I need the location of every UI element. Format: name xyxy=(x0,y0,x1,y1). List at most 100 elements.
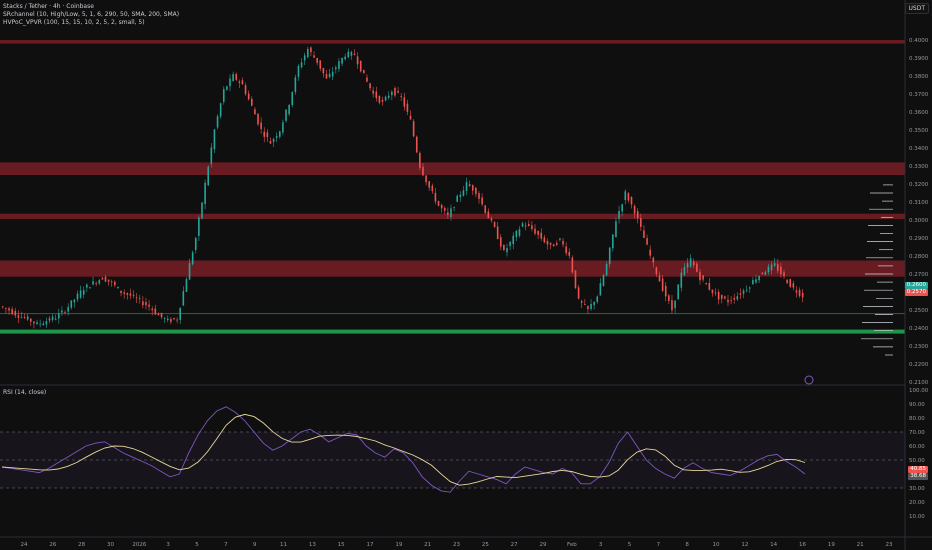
candle-body xyxy=(618,211,620,219)
candle-body xyxy=(475,187,477,194)
candle-body xyxy=(219,103,222,117)
price-tick-label: 0.2500 xyxy=(909,308,929,314)
candle-body xyxy=(546,241,549,245)
candle-body xyxy=(406,103,409,112)
candle-body xyxy=(484,205,487,214)
candle-body xyxy=(148,304,150,307)
candle-body xyxy=(748,287,751,289)
candle-body xyxy=(335,67,337,70)
candle-body xyxy=(671,300,673,311)
alert-icon[interactable] xyxy=(804,375,814,385)
candle-body xyxy=(720,294,723,299)
candle-body xyxy=(568,252,571,256)
time-tick-label: 10 xyxy=(713,542,720,548)
candle-body xyxy=(801,292,804,298)
candle-body xyxy=(86,284,88,288)
candle-body xyxy=(58,313,60,319)
time-tick-label: 29 xyxy=(540,542,547,548)
candle-body xyxy=(633,205,636,214)
candle-body xyxy=(624,191,627,200)
time-tick-label: 19 xyxy=(395,542,402,548)
time-tick-label: Feb xyxy=(567,542,577,548)
candle-body xyxy=(459,194,462,197)
candle-body xyxy=(98,280,101,284)
candle-body xyxy=(36,322,38,325)
rsi-legend[interactable]: RSI (14, close) xyxy=(3,389,47,396)
support-line xyxy=(0,329,905,334)
candle-body xyxy=(434,192,437,202)
candle-body xyxy=(269,140,272,144)
candle-body xyxy=(540,232,543,239)
candle-body xyxy=(92,281,94,285)
candle-body xyxy=(776,264,779,271)
candle-body xyxy=(770,264,773,271)
time-tick-label: 23 xyxy=(453,542,460,548)
candle-body xyxy=(26,316,29,320)
candle-body xyxy=(481,197,483,205)
candle-body xyxy=(640,218,642,227)
price-tick-label: 0.3800 xyxy=(909,74,929,80)
candle-body xyxy=(556,243,558,245)
candle-body xyxy=(705,283,708,285)
candle-body xyxy=(257,113,259,125)
candle-body xyxy=(266,132,269,138)
candle-body xyxy=(521,223,524,227)
candle-body xyxy=(655,267,658,275)
price-tick-label: 0.2900 xyxy=(909,236,929,242)
candle-body xyxy=(798,289,801,296)
candle-body xyxy=(207,166,210,186)
indicator-srchannel-legend[interactable]: SRchannel (10, High/Low, 5, 1, 6, 290, 5… xyxy=(3,11,180,18)
candle-body xyxy=(577,287,580,299)
candle-body xyxy=(366,77,368,82)
candle-body xyxy=(527,223,530,226)
candle-body xyxy=(412,121,415,137)
candle-body xyxy=(534,228,536,234)
time-tick-label: 2026 xyxy=(132,542,146,548)
candle-body xyxy=(437,200,440,206)
indicator-hvpoc-legend[interactable]: HVPoC_VPVR (100, 15, 15, 10, 2, 5, 2, sm… xyxy=(3,19,145,26)
candle-body xyxy=(359,60,362,72)
time-tick-label: 16 xyxy=(799,542,806,548)
candle-body xyxy=(381,99,384,102)
candle-body xyxy=(661,278,664,291)
candle-body xyxy=(531,225,533,229)
candle-body xyxy=(478,193,480,199)
candle-body xyxy=(282,122,284,133)
candle-body xyxy=(755,279,757,283)
rsi-tick-label: 90.00 xyxy=(909,402,925,408)
candle-body xyxy=(559,238,561,240)
candle-body xyxy=(145,301,147,306)
candle-body xyxy=(792,283,795,288)
candle-body xyxy=(736,296,739,300)
candle-body xyxy=(584,304,586,305)
candle-body xyxy=(692,261,695,266)
candle-body xyxy=(104,276,107,282)
last-price-badge: 0.2600 xyxy=(904,282,928,289)
candle-body xyxy=(307,49,309,58)
candle-body xyxy=(138,298,141,300)
candle-body xyxy=(117,286,119,289)
rsi-tick-label: 60.00 xyxy=(909,444,925,450)
candle-body xyxy=(674,300,676,309)
candle-body xyxy=(711,289,714,293)
candle-body xyxy=(229,78,231,87)
rsi-tick-label: 70.00 xyxy=(909,430,925,436)
candle-body xyxy=(689,258,692,267)
candle-body xyxy=(562,240,564,245)
candle-body xyxy=(549,242,552,245)
candle-body xyxy=(310,47,312,53)
candle-body xyxy=(70,300,73,308)
candle-body xyxy=(443,208,446,211)
candle-body xyxy=(232,74,234,82)
candle-body xyxy=(783,272,785,277)
price-tick-label: 0.2100 xyxy=(909,380,929,386)
candle-body xyxy=(714,292,717,294)
candle-body xyxy=(652,257,655,263)
rsi-value-badge: 40.85 xyxy=(908,466,928,473)
candle-body xyxy=(419,152,421,168)
candle-body xyxy=(42,323,45,326)
candle-body xyxy=(154,308,157,315)
candle-body xyxy=(316,57,318,63)
rsi-tick-label: 50.00 xyxy=(909,458,925,464)
